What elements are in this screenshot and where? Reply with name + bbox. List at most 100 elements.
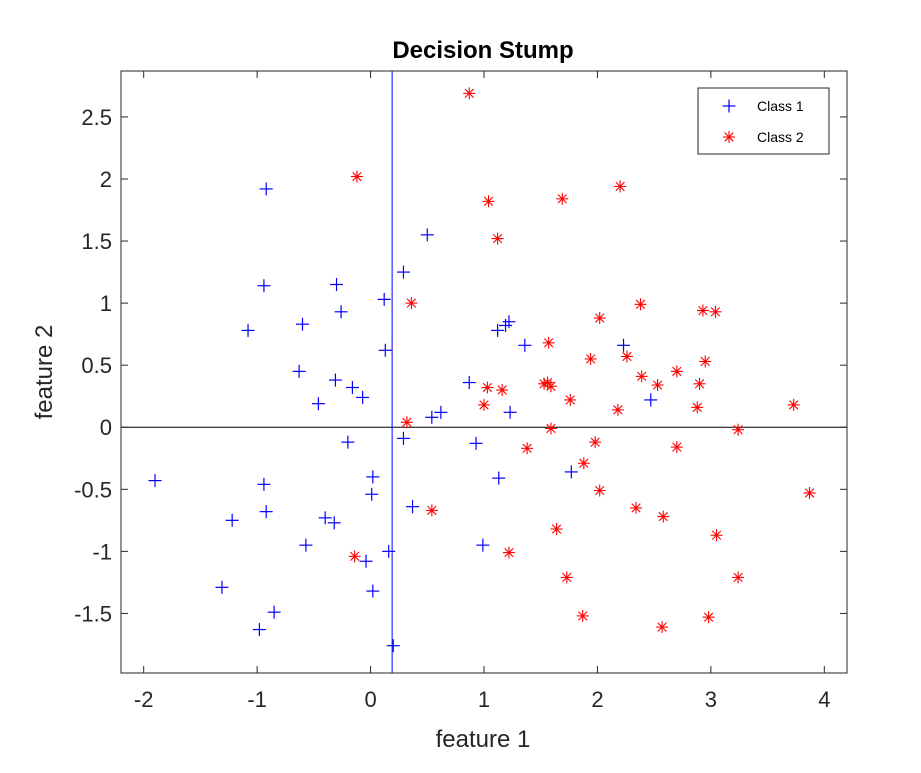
series-class-1 [148, 182, 658, 653]
point-class-2-18 [693, 377, 706, 390]
point-class-2-1 [350, 170, 363, 183]
point-class-1-28 [492, 471, 506, 485]
point-class-2-36 [593, 484, 606, 497]
point-class-1-42 [476, 538, 490, 552]
legend-marker-class-1 [722, 99, 736, 113]
point-class-2-20 [496, 383, 509, 396]
point-class-2-46 [732, 571, 745, 584]
point-class-2-5 [614, 180, 627, 193]
point-class-2-43 [348, 550, 361, 563]
point-class-2-31 [589, 436, 602, 449]
point-class-2-37 [803, 487, 816, 500]
legend-marker-class-2 [723, 131, 735, 143]
point-class-2-42 [710, 529, 723, 542]
point-class-2-25 [478, 398, 490, 411]
x-tick-label: -2 [134, 687, 154, 712]
y-tick-label: 2.5 [81, 105, 112, 130]
point-class-2-28 [787, 398, 800, 411]
point-class-1-24 [644, 393, 658, 407]
point-class-2-13 [620, 350, 633, 363]
point-class-1-2 [241, 323, 255, 337]
point-class-1-27 [469, 436, 483, 450]
legend-label-class-2: Class 2 [757, 129, 804, 145]
point-class-1-33 [225, 513, 239, 527]
point-class-1-39 [299, 538, 313, 552]
point-class-2-45 [560, 571, 573, 584]
x-tick-label: 1 [478, 687, 490, 712]
x-tick-label: 2 [591, 687, 603, 712]
point-class-2-34 [521, 442, 534, 455]
point-class-1-14 [378, 343, 392, 357]
point-class-2-32 [670, 441, 683, 454]
point-class-2-12 [584, 352, 597, 365]
y-tick-label: -1 [92, 539, 112, 564]
point-class-2-40 [657, 510, 670, 523]
y-tick-label: 1.5 [81, 229, 112, 254]
point-class-2-9 [696, 304, 709, 317]
point-class-1-18 [491, 323, 505, 337]
point-class-1-5 [334, 305, 348, 319]
point-class-1-45 [267, 605, 281, 619]
plot-background [121, 71, 847, 673]
point-class-1-1 [257, 279, 271, 293]
y-axis-label: feature 2 [31, 325, 58, 420]
point-class-1-44 [366, 584, 380, 598]
point-class-1-20 [502, 315, 516, 329]
point-class-2-16 [670, 365, 683, 378]
point-class-2-23 [544, 380, 557, 393]
legend-entry-class-2: Class 2 [723, 129, 804, 145]
y-tick-label: 0.5 [81, 353, 112, 378]
point-class-2-14 [699, 355, 712, 368]
point-class-1-47 [386, 639, 400, 653]
point-class-1-29 [564, 465, 578, 479]
point-class-1-22 [503, 405, 517, 419]
decision-boundary [121, 71, 847, 673]
point-class-1-9 [292, 364, 306, 378]
legend: Class 1 Class 2 [697, 87, 830, 155]
x-axis: -2 -1 0 1 2 3 4 [134, 71, 830, 712]
point-class-1-46 [252, 623, 266, 637]
point-class-1-0 [259, 182, 273, 196]
point-class-2-27 [691, 401, 704, 414]
point-class-2-33 [732, 423, 745, 436]
x-tick-label: -1 [247, 687, 267, 712]
point-class-2-7 [593, 312, 606, 325]
series-class-2 [348, 87, 816, 634]
point-class-2-19 [481, 381, 494, 394]
point-class-2-6 [405, 297, 418, 310]
x-tick-label: 0 [364, 687, 376, 712]
chart-title: Decision Stump [392, 37, 573, 64]
point-class-1-17 [462, 376, 476, 390]
point-class-1-23 [617, 338, 631, 352]
point-class-1-34 [366, 470, 380, 484]
point-class-2-35 [577, 457, 590, 470]
point-class-1-25 [341, 435, 355, 449]
point-class-2-0 [463, 87, 476, 100]
point-class-2-44 [502, 546, 515, 559]
point-class-2-49 [656, 621, 669, 634]
data-points [148, 87, 816, 653]
point-class-1-38 [327, 516, 341, 530]
legend-label-class-1: Class 1 [757, 98, 804, 114]
point-class-1-16 [434, 405, 448, 419]
point-class-2-8 [634, 298, 647, 311]
point-class-1-11 [311, 397, 325, 411]
point-class-2-41 [550, 523, 563, 536]
y-tick-label: 2 [100, 167, 112, 192]
point-class-1-3 [296, 317, 309, 331]
x-axis-label: feature 1 [436, 726, 531, 753]
y-tick-label: -0.5 [74, 477, 112, 502]
point-class-1-21 [518, 338, 532, 352]
y-tick-label: 0 [100, 415, 112, 440]
point-class-1-6 [377, 292, 391, 306]
point-class-1-13 [356, 390, 370, 404]
legend-entry-class-1: Class 1 [722, 98, 804, 114]
point-class-1-30 [148, 474, 162, 488]
point-class-1-43 [215, 580, 229, 594]
point-class-2-2 [482, 195, 495, 208]
x-tick-label: 4 [818, 687, 830, 712]
point-class-1-7 [396, 265, 410, 279]
y-axis: -1.5 -1 -0.5 0 0.5 1 1.5 2 2.5 [74, 105, 847, 626]
y-tick-label: -1.5 [74, 601, 112, 626]
point-class-1-32 [259, 505, 273, 519]
